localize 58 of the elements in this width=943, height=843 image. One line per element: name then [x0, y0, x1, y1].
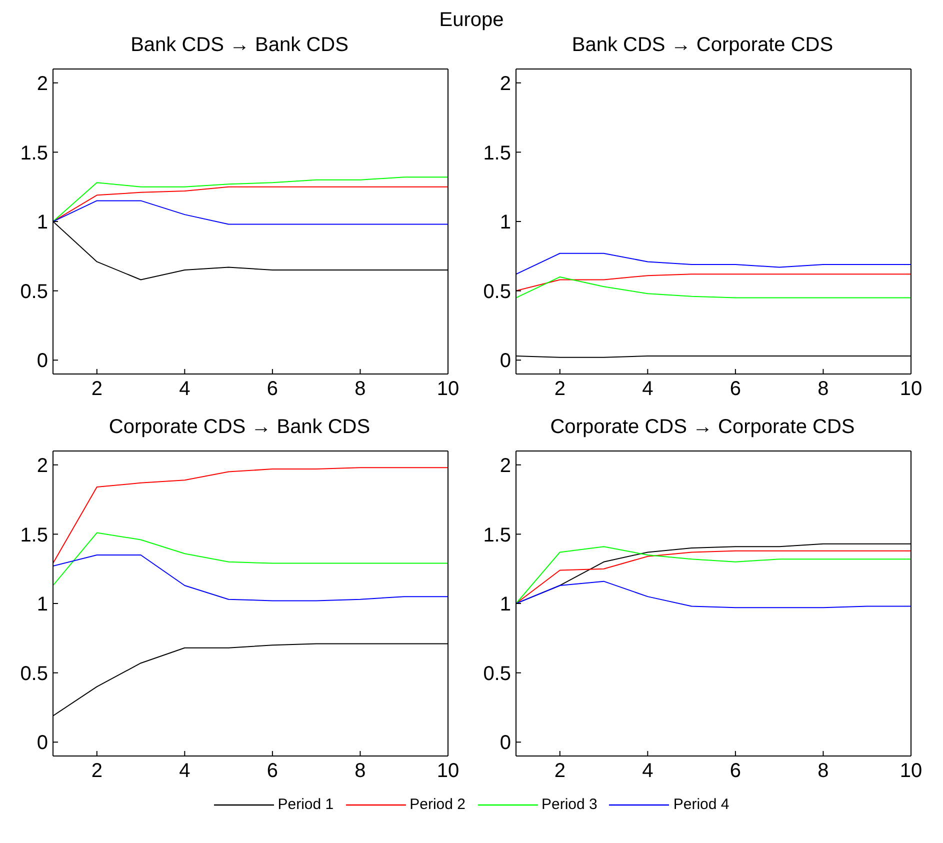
y-tick-label: 0 [500, 732, 511, 754]
chart-title: Bank CDS → Corporate CDS [570, 33, 834, 58]
y-tick-label: 0 [36, 732, 48, 754]
x-tick-label: 4 [642, 760, 654, 782]
x-tick-label: 6 [266, 378, 278, 400]
x-tick-label: 2 [91, 378, 102, 400]
x-tick-label: 10 [900, 378, 922, 400]
line-series [516, 252, 911, 275]
line-series [53, 467, 448, 564]
y-tick-label: 2 [36, 72, 48, 95]
y-tick-label: 0.5 [483, 280, 511, 303]
y-tick-label: 1 [36, 212, 48, 234]
y-tick-label: 1 [500, 212, 511, 234]
line-series [53, 200, 448, 225]
y-tick-label: 2 [500, 454, 511, 477]
x-tick-label: 2 [554, 378, 566, 400]
y-tick-label: 2 [36, 454, 48, 477]
legend-label: Period 4 [673, 796, 730, 813]
y-tick-label: 0 [500, 350, 511, 372]
y-tick-label: 1 [36, 594, 48, 616]
y-tick-label: 0.5 [20, 662, 48, 685]
chart-title: Bank CDS → Bank CDS [130, 33, 350, 58]
y-tick-label: 1.5 [20, 142, 48, 164]
line-series [516, 274, 911, 292]
legend-label: Period 3 [542, 796, 598, 813]
x-tick-label: 4 [179, 378, 190, 400]
line-series [516, 580, 911, 608]
y-tick-label: 1 [500, 594, 511, 616]
x-tick-label: 8 [818, 378, 829, 400]
line-series [53, 532, 448, 586]
y-tick-label: 1.5 [483, 142, 511, 164]
y-tick-label: 0 [36, 350, 48, 372]
line-series [516, 276, 911, 298]
x-tick-label: 6 [266, 760, 278, 782]
legend-label: Period 2 [410, 796, 466, 813]
x-tick-label: 10 [436, 378, 460, 400]
x-tick-label: 8 [354, 378, 366, 400]
x-tick-label: 8 [354, 760, 366, 782]
line-series [53, 554, 448, 602]
y-tick-label: 2 [500, 72, 511, 95]
legend-label: Period 1 [278, 796, 334, 813]
y-tick-label: 0.5 [483, 662, 511, 685]
chart-title: Corporate CDS → Corporate CDS [549, 415, 856, 440]
x-tick-label: 10 [436, 760, 460, 782]
y-tick-label: 1.5 [20, 524, 48, 546]
x-tick-label: 6 [730, 760, 742, 782]
text: Europe [438, 8, 505, 32]
y-tick-label: 1.5 [483, 524, 511, 546]
x-tick-label: 10 [900, 760, 922, 782]
x-tick-label: 2 [554, 760, 566, 782]
x-tick-label: 8 [818, 760, 829, 782]
x-tick-label: 2 [91, 760, 102, 782]
x-tick-label: 4 [642, 378, 654, 400]
line-series [53, 176, 448, 222]
x-tick-label: 4 [179, 760, 190, 782]
y-tick-label: 0.5 [20, 280, 48, 303]
chart-title: Corporate CDS → Bank CDS [108, 415, 372, 440]
x-tick-label: 6 [730, 378, 742, 400]
